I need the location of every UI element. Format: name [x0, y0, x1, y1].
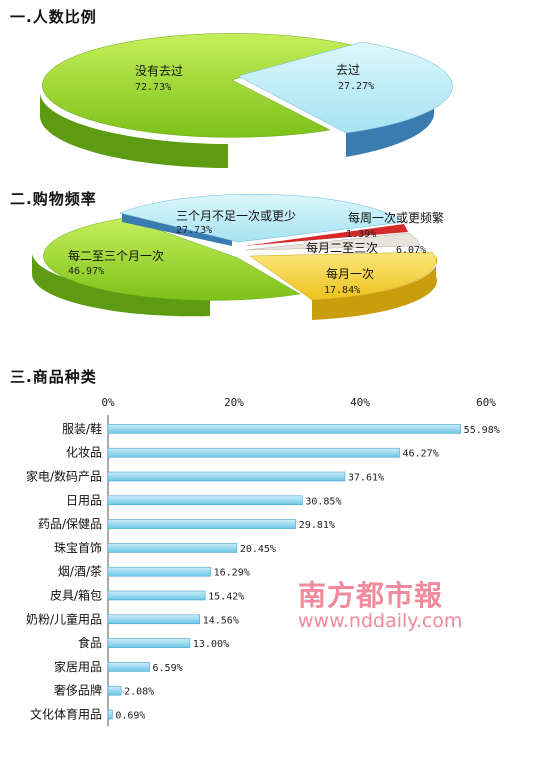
bar-value-label: 29.81% — [299, 520, 335, 531]
bar-value-label: 14.56% — [203, 615, 239, 626]
bar — [107, 447, 400, 458]
bar-value-label: 6.59% — [153, 663, 183, 674]
pie2-value-weekly: 1.39% — [346, 229, 376, 240]
bar-value-label: 37.61% — [348, 473, 384, 484]
bar-value-label: 20.45% — [240, 544, 276, 555]
category-label: 日用品 — [66, 493, 102, 507]
bar — [107, 519, 297, 529]
bar-value-label: 2.08% — [124, 687, 154, 698]
bar-value-label: 0.69% — [115, 711, 145, 722]
bar — [107, 614, 201, 625]
category-label: 家居用品 — [54, 659, 102, 674]
bar-value-label: 16.29% — [214, 568, 250, 579]
pie2-slice-biweekly — [245, 232, 421, 251]
pie2-label-less: 三个月不足一次或更少 — [176, 209, 296, 223]
pie2-slice-bimonthly — [43, 217, 301, 301]
pie1-value-not-visited: 72.73% — [135, 82, 171, 93]
pie1-value-visited: 27.27% — [338, 81, 374, 92]
pie2-slice-less — [119, 193, 405, 243]
category-label: 家电/数码产品 — [26, 469, 102, 484]
x-tick-label: 40% — [350, 396, 370, 409]
pie1-slice-not-visited — [42, 33, 353, 138]
bar — [107, 662, 150, 672]
category-label: 奢侈品牌 — [54, 684, 102, 698]
category-label: 服装/鞋 — [62, 421, 102, 436]
pie2-label-bimonthly: 每二至三个月一次 — [68, 248, 164, 263]
watermark-logo: 南方都市報 — [298, 579, 444, 612]
pie2-label-weekly: 每周一次或更频繁 — [348, 210, 444, 225]
section-title-frequency: 二.购物频率 — [10, 190, 97, 208]
bar-value-label: 30.85% — [305, 496, 341, 507]
pie1-slice-not-visited-side — [39, 92, 228, 168]
section-title-category: 三.商品种类 — [10, 368, 97, 386]
x-tick-label: 0% — [101, 396, 115, 409]
pie2-value-biweekly: 6.07% — [396, 245, 426, 256]
section-title-ratio: 一.人数比例 — [10, 8, 97, 26]
bar — [107, 471, 346, 482]
bar — [107, 709, 113, 720]
category-label: 食品 — [78, 635, 102, 650]
pie2-slice-monthly — [249, 251, 436, 301]
pie1-label-visited: 去过 — [336, 63, 360, 77]
pie2-value-monthly: 17.84% — [324, 285, 360, 296]
bar — [107, 590, 206, 601]
category-label: 药品/保健品 — [38, 517, 102, 531]
pie2-slice-bimonthly-side — [31, 252, 210, 317]
bar — [107, 424, 461, 434]
pie1-slice-visited — [237, 41, 453, 134]
x-tick-label: 60% — [476, 396, 496, 409]
pie2-value-bimonthly: 46.97% — [68, 266, 104, 277]
bar-value-label: 55.98% — [464, 425, 500, 436]
pie-frequency — [31, 193, 437, 320]
bar — [107, 495, 303, 506]
bar-value-label: 15.42% — [208, 592, 244, 603]
category-label: 珠宝首饰 — [54, 541, 102, 555]
pie2-slice-weekly — [244, 224, 408, 246]
bar — [107, 543, 238, 553]
bar-chart-category: 0% 20% 40% 60% 服装/鞋 55.98% 化妆品 46.27% 家电/数码产品 37.… — [26, 396, 500, 727]
pie1-label-not-visited: 没有去过 — [135, 63, 183, 78]
category-label: 奶粉/儿童用品 — [26, 611, 102, 626]
bar — [107, 566, 211, 577]
bar — [107, 638, 191, 648]
category-label: 文化体育用品 — [30, 707, 102, 722]
category-label: 烟/酒/茶 — [58, 564, 102, 579]
watermark-url: www.nddaily.com — [298, 610, 463, 632]
pie2-label-biweekly: 每月二至三次 — [306, 240, 378, 255]
category-label: 皮具/箱包 — [50, 588, 102, 603]
pie2-label-monthly: 每月一次 — [326, 266, 374, 281]
bar — [107, 685, 122, 696]
category-label: 化妆品 — [66, 446, 102, 460]
bar-value-label: 13.00% — [193, 639, 229, 650]
pie2-slice-monthly-side — [312, 256, 437, 320]
pie-ratio — [39, 33, 453, 168]
pie2-value-less: 27.73% — [176, 225, 212, 236]
x-tick-label: 20% — [224, 396, 244, 409]
bar-value-label: 46.27% — [403, 449, 439, 460]
